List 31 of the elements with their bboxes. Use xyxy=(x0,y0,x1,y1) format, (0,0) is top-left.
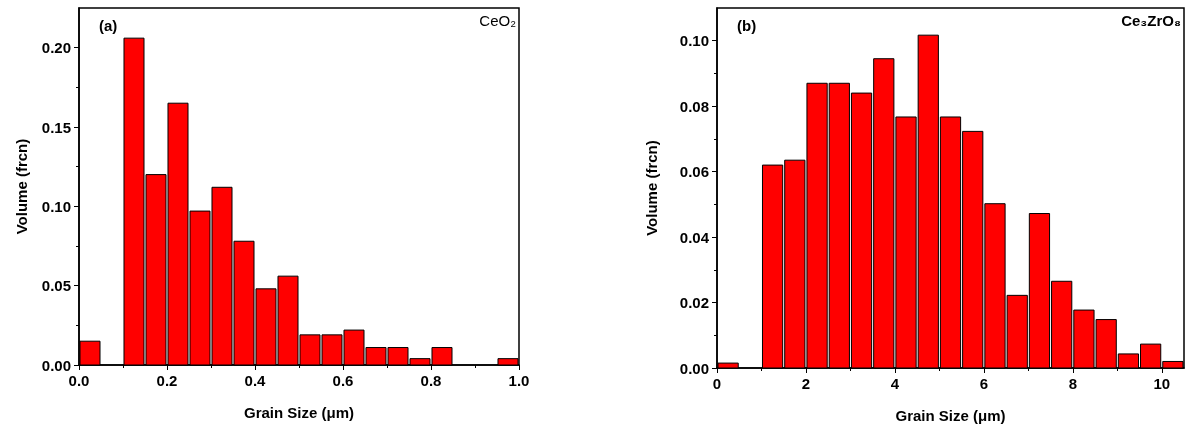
x-axis-title: Grain Size (μm) xyxy=(895,407,1006,424)
y-tick-label: 0.00 xyxy=(41,356,71,374)
annotation: (a) xyxy=(99,17,118,34)
x-tick-label: 0.4 xyxy=(244,372,267,389)
x-tick-label: 10 xyxy=(1153,375,1171,392)
x-tick-label: 0.8 xyxy=(420,372,442,389)
y-tick-label: 0.05 xyxy=(41,277,71,295)
y-tick-label: 0.10 xyxy=(679,32,709,50)
x-tick-label: 0.2 xyxy=(156,372,178,389)
x-tick-label: 1.0 xyxy=(508,372,530,389)
x-tick-label: 0 xyxy=(712,375,722,392)
y-tick-label: 0.20 xyxy=(41,39,71,57)
y-tick-label: 0.15 xyxy=(41,118,71,136)
y-tick-label: 0.06 xyxy=(679,163,709,181)
x-tick-label: 4 xyxy=(890,375,900,392)
x-tick-label: 2 xyxy=(801,375,811,392)
annotation: (b) xyxy=(737,17,757,34)
x-tick-label: 0.6 xyxy=(332,372,354,389)
y-axis-title: Volume (frcn) xyxy=(13,138,30,235)
y-tick-label: 0.08 xyxy=(679,97,709,115)
y-tick-label: 0.10 xyxy=(41,197,71,215)
y-axis-title: Volume (frcn) xyxy=(643,140,660,236)
annotation: Ce₃ZrO₈ xyxy=(1121,12,1182,29)
y-tick-label: 0.02 xyxy=(679,294,709,312)
x-tick-label: 0.0 xyxy=(68,372,90,389)
y-tick-label: 0.00 xyxy=(679,359,709,377)
x-tick-label: 6 xyxy=(979,375,989,392)
y-tick-label: 0.04 xyxy=(679,228,710,246)
annotation: CeO₂ xyxy=(479,12,517,29)
x-tick-label: 8 xyxy=(1068,375,1077,392)
x-axis-title: Grain Size (μm) xyxy=(243,404,355,421)
